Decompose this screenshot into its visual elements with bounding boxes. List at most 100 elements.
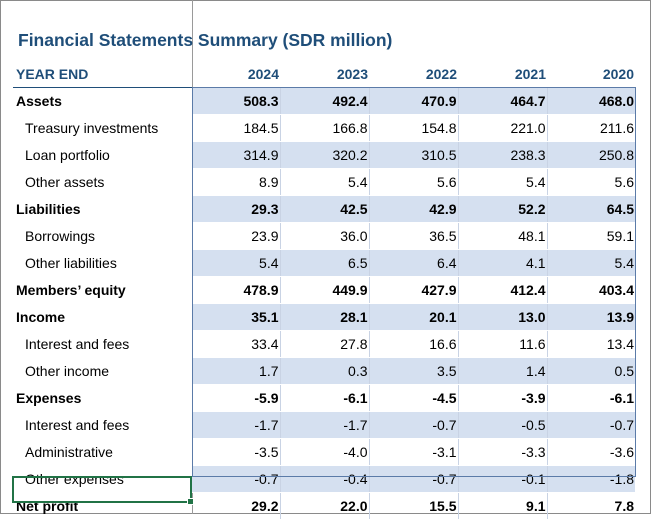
value-cell[interactable]: -0.7 bbox=[368, 411, 458, 439]
value-cell[interactable]: 5.6 bbox=[546, 168, 635, 196]
value-cell[interactable]: 11.6 bbox=[457, 330, 547, 358]
value-cell[interactable]: 42.5 bbox=[279, 195, 369, 223]
value-cell[interactable]: 211.6 bbox=[546, 114, 635, 142]
value-cell[interactable]: 59.1 bbox=[546, 222, 635, 250]
value-cell[interactable]: 64.5 bbox=[546, 195, 635, 223]
value-cell[interactable]: 8.9 bbox=[192, 168, 280, 196]
value-cell[interactable]: 250.8 bbox=[546, 141, 635, 169]
value-cell[interactable]: 184.5 bbox=[192, 114, 280, 142]
row-label-cell[interactable]: Treasury investments bbox=[13, 114, 192, 142]
row-label-cell[interactable]: Liabilities bbox=[13, 195, 192, 223]
row-label-cell[interactable]: Interest and fees bbox=[13, 411, 192, 439]
value-cell[interactable]: 310.5 bbox=[368, 141, 458, 169]
value-cell[interactable]: 29.2 bbox=[192, 492, 280, 520]
value-cell[interactable]: 33.4 bbox=[192, 330, 280, 358]
value-cell[interactable]: 28.1 bbox=[279, 303, 369, 331]
value-cell[interactable]: 20.1 bbox=[368, 303, 458, 331]
value-cell[interactable]: 13.9 bbox=[546, 303, 635, 331]
row-label-cell[interactable]: Administrative bbox=[13, 438, 192, 466]
value-cell[interactable]: 154.8 bbox=[368, 114, 458, 142]
value-cell[interactable]: 508.3 bbox=[192, 87, 280, 115]
value-cell[interactable]: 13.4 bbox=[546, 330, 635, 358]
value-cell[interactable]: 5.4 bbox=[457, 168, 547, 196]
year-header-cell[interactable]: 2023 bbox=[280, 61, 369, 88]
value-cell[interactable]: 0.5 bbox=[546, 357, 635, 385]
row-label-cell[interactable]: Net profit bbox=[13, 492, 192, 520]
value-cell[interactable]: 29.3 bbox=[192, 195, 280, 223]
value-cell[interactable]: 166.8 bbox=[279, 114, 369, 142]
year-header-cell[interactable]: 2024 bbox=[192, 61, 280, 88]
value-cell[interactable]: 48.1 bbox=[457, 222, 547, 250]
value-cell[interactable]: -1.7 bbox=[279, 411, 369, 439]
value-cell[interactable]: 13.0 bbox=[457, 303, 547, 331]
row-label-cell[interactable]: Other expenses bbox=[13, 465, 192, 493]
value-cell[interactable]: 1.4 bbox=[457, 357, 547, 385]
row-label-cell[interactable]: Expenses bbox=[13, 384, 192, 412]
value-cell[interactable]: 35.1 bbox=[192, 303, 280, 331]
value-cell[interactable]: -1.8 bbox=[546, 465, 635, 493]
year-header-cell[interactable]: 2021 bbox=[458, 61, 547, 88]
value-cell[interactable]: 36.5 bbox=[368, 222, 458, 250]
value-cell[interactable]: 403.4 bbox=[546, 276, 635, 304]
row-label-cell[interactable]: Loan portfolio bbox=[13, 141, 192, 169]
value-cell[interactable]: 5.6 bbox=[368, 168, 458, 196]
year-header-cell[interactable]: 2022 bbox=[369, 61, 458, 88]
row-label-cell[interactable]: Assets bbox=[13, 87, 192, 115]
value-cell[interactable]: -0.5 bbox=[457, 411, 547, 439]
value-cell[interactable]: -5.9 bbox=[192, 384, 280, 412]
value-cell[interactable]: 6.5 bbox=[279, 249, 369, 277]
row-label-cell[interactable]: Income bbox=[13, 303, 192, 331]
value-cell[interactable]: 15.5 bbox=[368, 492, 458, 520]
value-cell[interactable]: -4.0 bbox=[279, 438, 369, 466]
value-cell[interactable]: -3.3 bbox=[457, 438, 547, 466]
value-cell[interactable]: 320.2 bbox=[279, 141, 369, 169]
value-cell[interactable]: 470.9 bbox=[368, 87, 458, 115]
value-cell[interactable]: 22.0 bbox=[279, 492, 369, 520]
value-cell[interactable]: 4.1 bbox=[457, 249, 547, 277]
value-cell[interactable]: -0.4 bbox=[279, 465, 369, 493]
value-cell[interactable]: 464.7 bbox=[457, 87, 547, 115]
row-label-cell[interactable]: Borrowings bbox=[13, 222, 192, 250]
value-cell[interactable]: 1.7 bbox=[192, 357, 280, 385]
row-label-cell[interactable]: Members’ equity bbox=[13, 276, 192, 304]
value-cell[interactable]: 5.4 bbox=[279, 168, 369, 196]
value-cell[interactable]: -0.1 bbox=[457, 465, 547, 493]
row-label-cell[interactable]: Other income bbox=[13, 357, 192, 385]
value-cell[interactable]: 7.8 bbox=[546, 492, 635, 520]
value-cell[interactable]: 468.0 bbox=[546, 87, 635, 115]
value-cell[interactable]: 238.3 bbox=[457, 141, 547, 169]
value-cell[interactable]: -3.6 bbox=[546, 438, 635, 466]
value-cell[interactable]: 9.1 bbox=[457, 492, 547, 520]
row-label-cell[interactable]: Other assets bbox=[13, 168, 192, 196]
value-cell[interactable]: 42.9 bbox=[368, 195, 458, 223]
row-label-cell[interactable]: Interest and fees bbox=[13, 330, 192, 358]
value-cell[interactable]: -1.7 bbox=[192, 411, 280, 439]
value-cell[interactable]: 427.9 bbox=[368, 276, 458, 304]
value-cell[interactable]: 449.9 bbox=[279, 276, 369, 304]
value-cell[interactable]: -0.7 bbox=[546, 411, 635, 439]
value-cell[interactable]: 52.2 bbox=[457, 195, 547, 223]
value-cell[interactable]: 314.9 bbox=[192, 141, 280, 169]
value-cell[interactable]: -3.5 bbox=[192, 438, 280, 466]
year-header-cell[interactable]: 2020 bbox=[547, 61, 635, 88]
value-cell[interactable]: 3.5 bbox=[368, 357, 458, 385]
value-cell[interactable]: -0.7 bbox=[368, 465, 458, 493]
value-cell[interactable]: 27.8 bbox=[279, 330, 369, 358]
value-cell[interactable]: -4.5 bbox=[368, 384, 458, 412]
value-cell[interactable]: 6.4 bbox=[368, 249, 458, 277]
value-cell[interactable]: 478.9 bbox=[192, 276, 280, 304]
value-cell[interactable]: -3.9 bbox=[457, 384, 547, 412]
value-cell[interactable]: 0.3 bbox=[279, 357, 369, 385]
value-cell[interactable]: -0.7 bbox=[192, 465, 280, 493]
value-cell[interactable]: -6.1 bbox=[279, 384, 369, 412]
value-cell[interactable]: 5.4 bbox=[192, 249, 280, 277]
value-cell[interactable]: 5.4 bbox=[546, 249, 635, 277]
year-end-header[interactable]: YEAR END bbox=[13, 61, 192, 88]
row-label-cell[interactable]: Other liabilities bbox=[13, 249, 192, 277]
value-cell[interactable]: 492.4 bbox=[279, 87, 369, 115]
value-cell[interactable]: 23.9 bbox=[192, 222, 280, 250]
value-cell[interactable]: -6.1 bbox=[546, 384, 635, 412]
value-cell[interactable]: 412.4 bbox=[457, 276, 547, 304]
value-cell[interactable]: 221.0 bbox=[457, 114, 547, 142]
value-cell[interactable]: -3.1 bbox=[368, 438, 458, 466]
